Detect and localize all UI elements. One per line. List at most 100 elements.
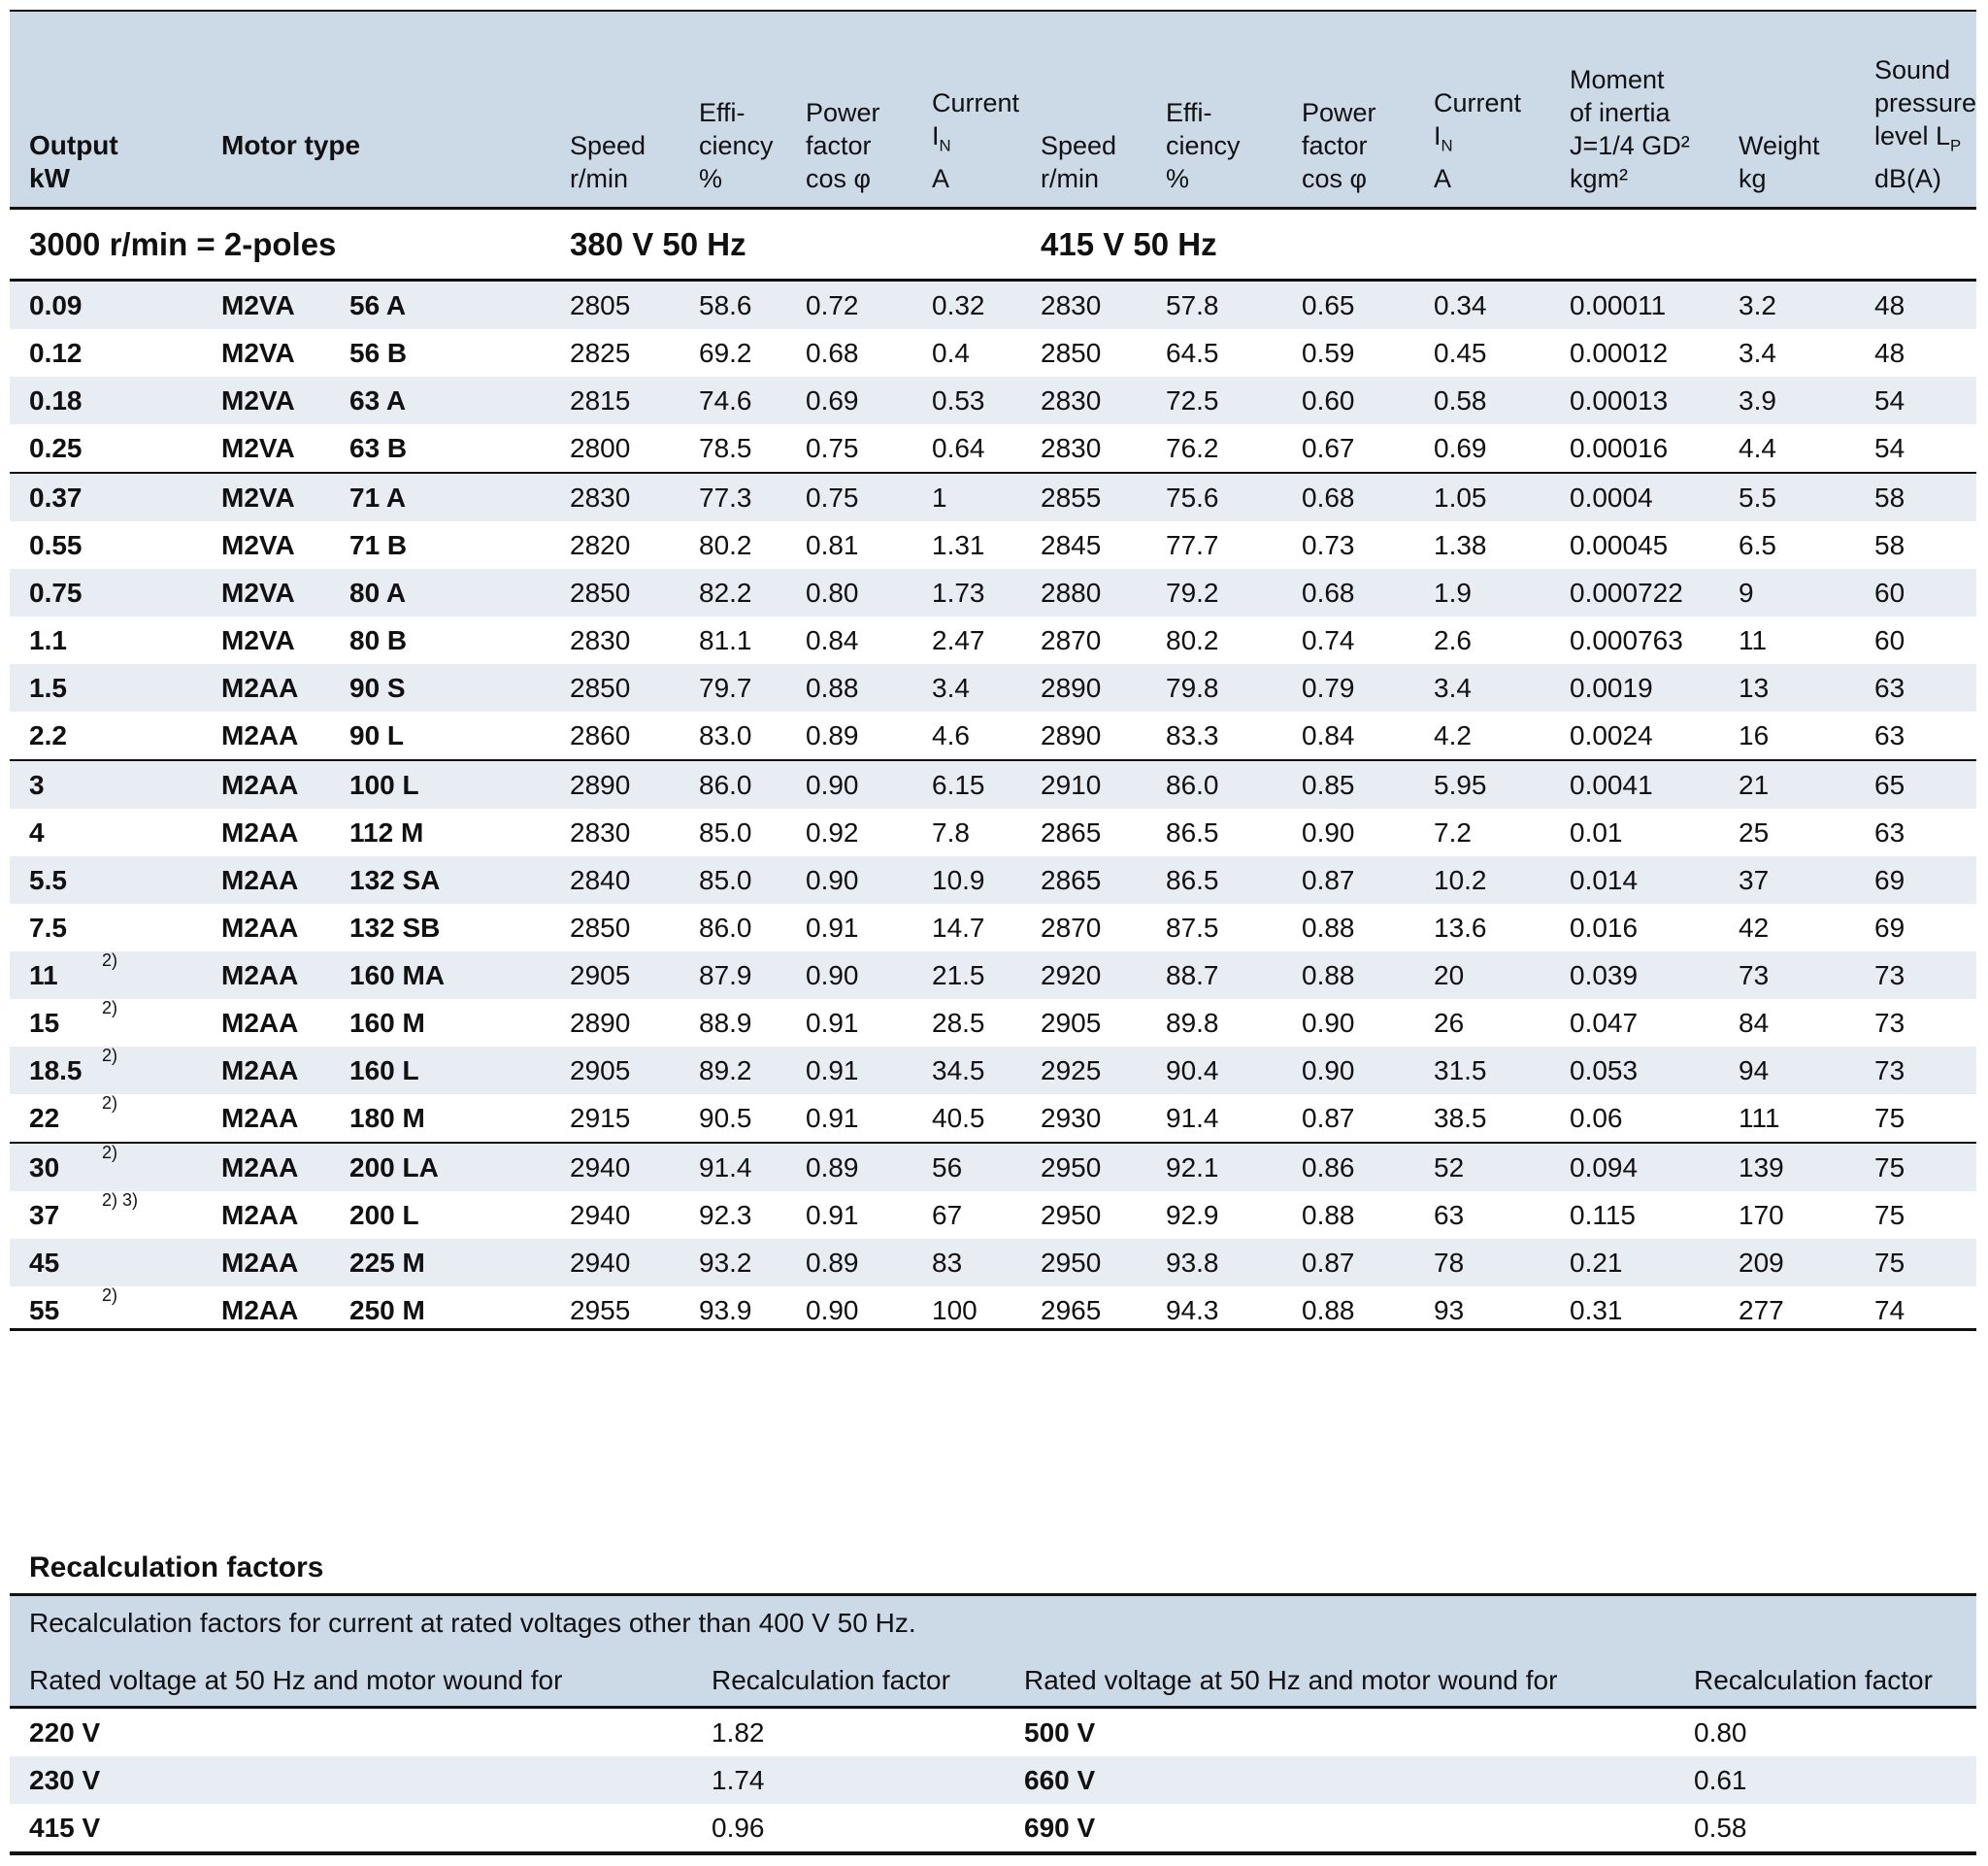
- cell-current-415: 52: [1434, 1142, 1570, 1191]
- cell-speed-415: 2905: [1041, 1007, 1102, 1038]
- cell-speed-415: 2850: [1041, 337, 1102, 368]
- cell-efficiency-380: 85.0: [699, 864, 752, 895]
- cell-speed-380: 2840: [570, 864, 631, 895]
- cell-note: [102, 377, 221, 424]
- cell-speed-380: 2940: [570, 1199, 631, 1230]
- table-row: 30 2) M2AA 200 LA 2940 91.4 0.89 56 2950 92.1 0.86…: [10, 1142, 1976, 1191]
- cell-current-380: 4.6: [932, 719, 970, 750]
- cell-speed-380: 2890: [570, 1007, 631, 1038]
- cell-speed-380: 2860: [570, 719, 631, 750]
- cell-power-factor-415: 0.88: [1302, 1199, 1355, 1230]
- cell-efficiency-415: 93.8: [1166, 1247, 1219, 1278]
- cell-efficiency-380: 82.2: [699, 577, 752, 608]
- cell-speed-380: 2800: [570, 432, 631, 463]
- cell-note: 2): [102, 1142, 221, 1191]
- cell-speed-415: 2830: [1041, 384, 1102, 416]
- col-header-power-factor-415: Power factor cos φ: [1302, 98, 1376, 193]
- cell-output: 0.18: [29, 384, 83, 416]
- col-header-motor-type: Motor type: [221, 130, 361, 160]
- cell-note: [102, 759, 221, 809]
- cell-weight: 6.5: [1739, 529, 1776, 560]
- col-header-speed-415: Speed r/min: [1041, 131, 1117, 193]
- cell-efficiency-380: 78.5: [699, 432, 752, 463]
- cell-current-380: 83: [932, 1247, 963, 1278]
- cell-speed-380: 2830: [570, 472, 699, 521]
- cell-efficiency-415: 79.8: [1166, 672, 1219, 703]
- cell-speed-380: 2890: [570, 759, 699, 809]
- cell-type-series: M2VA: [221, 472, 349, 521]
- cell-inertia: 0.00045: [1570, 529, 1669, 560]
- recalc-cell-factor: 1.82: [712, 1716, 765, 1748]
- cell-output: 2.2: [29, 719, 67, 750]
- cell-output: 0.25: [29, 432, 83, 463]
- cell-note: 2) 3): [102, 1189, 139, 1210]
- cell-output: 15: [29, 1007, 60, 1038]
- cell-sound: 58: [1874, 529, 1905, 560]
- cell-inertia: 0.053: [1570, 1054, 1639, 1085]
- col-header-power-factor-380: Power factor cos φ: [806, 98, 880, 193]
- table-row: 0.75 M2VA 80 A 2850 82.2 0.80 1.73 2880 79.2 0.68…: [10, 569, 1976, 616]
- cell-inertia: 0.000722: [1570, 577, 1683, 608]
- recalc-col-header-4: Recalculation factor: [1694, 1665, 1933, 1695]
- cell-speed-380: 2955: [570, 1294, 631, 1325]
- recalc-cell-voltage: 415 V: [29, 1812, 101, 1843]
- cell-speed-380: 2940: [570, 1142, 699, 1191]
- cell-power-factor-380: 0.92: [806, 816, 859, 848]
- recalc-cell-factor: 0.80: [1694, 1716, 1747, 1748]
- cell-note: [102, 712, 221, 760]
- cell-note: [102, 329, 221, 377]
- cell-speed-380: 2830: [570, 816, 631, 848]
- cell-type-size: 132 SB: [349, 912, 441, 943]
- cell-weight: 13: [1739, 672, 1770, 703]
- table-row: 22 2) M2AA 180 M 2915 90.5 0.91 40.5 2930 91.4 0.8…: [10, 1093, 1976, 1143]
- cell-inertia: 0.000763: [1570, 624, 1683, 655]
- cell-power-factor-415: 0.90: [1302, 1054, 1355, 1085]
- cell-power-factor-380: 0.80: [806, 577, 859, 608]
- cell-efficiency-415: 80.2: [1166, 624, 1219, 655]
- cell-type-size: 80 B: [349, 624, 408, 655]
- col-header-output: Output kW: [29, 130, 118, 193]
- cell-power-factor-415: 0.88: [1302, 959, 1355, 990]
- recalc-title: Recalculation factors: [29, 1551, 324, 1583]
- cell-weight: 3.9: [1739, 384, 1776, 416]
- cell-output: 37: [29, 1199, 60, 1230]
- cell-weight: 37: [1739, 864, 1770, 895]
- cell-current-380: 28.5: [932, 1007, 985, 1038]
- cell-weight: 9: [1739, 577, 1754, 608]
- cell-type-series: M2VA: [221, 529, 295, 560]
- cell-speed-415: 2845: [1041, 529, 1102, 560]
- cell-speed-380: 2905: [570, 959, 631, 990]
- table-row: 1.1 M2VA 80 B 2830 81.1 0.84 2.47 2870 80.2 0.74 2…: [10, 616, 1976, 664]
- cell-weight: 16: [1739, 719, 1770, 750]
- cell-current-415: 10.2: [1434, 864, 1487, 895]
- cell-type-series: M2AA: [221, 672, 299, 703]
- col-header-efficiency-415: Effi-ciency%: [1166, 98, 1241, 193]
- cell-efficiency-380: 86.0: [699, 759, 806, 809]
- cell-speed-415: 2920: [1041, 959, 1102, 990]
- cell-output: 4: [29, 816, 45, 848]
- recalc-header-band: Recalculation factors for current at rat…: [10, 1596, 1976, 1706]
- cell-sound: 73: [1874, 1007, 1905, 1038]
- cell-power-factor-415: 0.87: [1302, 864, 1355, 895]
- recalc-cell-factor: 1.74: [712, 1764, 765, 1795]
- cell-power-factor-415: 0.73: [1302, 529, 1355, 560]
- cell-current-380: 40.5: [932, 1102, 985, 1133]
- cell-power-factor-415: 0.59: [1302, 337, 1355, 368]
- cell-sound: 75: [1874, 1247, 1905, 1278]
- cell-inertia: 0.0019: [1570, 672, 1653, 703]
- col-header-speed-380: Speed r/min: [570, 131, 646, 193]
- cell-output: 7.5: [29, 912, 67, 943]
- section-title-band: 3000 r/min = 2-poles 380 V 50 Hz 415 V 5…: [10, 210, 1976, 279]
- cell-note: [102, 616, 221, 664]
- cell-note: [102, 521, 221, 569]
- cell-current-415: 0.58: [1434, 384, 1487, 416]
- cell-note: 2): [102, 997, 118, 1017]
- cell-type-series: M2AA: [221, 1142, 349, 1191]
- cell-type-size: 80 A: [349, 577, 407, 608]
- cell-power-factor-415: 0.90: [1302, 1007, 1355, 1038]
- cell-type-series: M2AA: [221, 959, 299, 990]
- cell-current-415: 2.6: [1434, 624, 1472, 655]
- cell-speed-415: 2950: [1041, 1247, 1102, 1278]
- cell-inertia: 0.0004: [1570, 472, 1739, 521]
- cell-type-series: M2AA: [221, 816, 299, 848]
